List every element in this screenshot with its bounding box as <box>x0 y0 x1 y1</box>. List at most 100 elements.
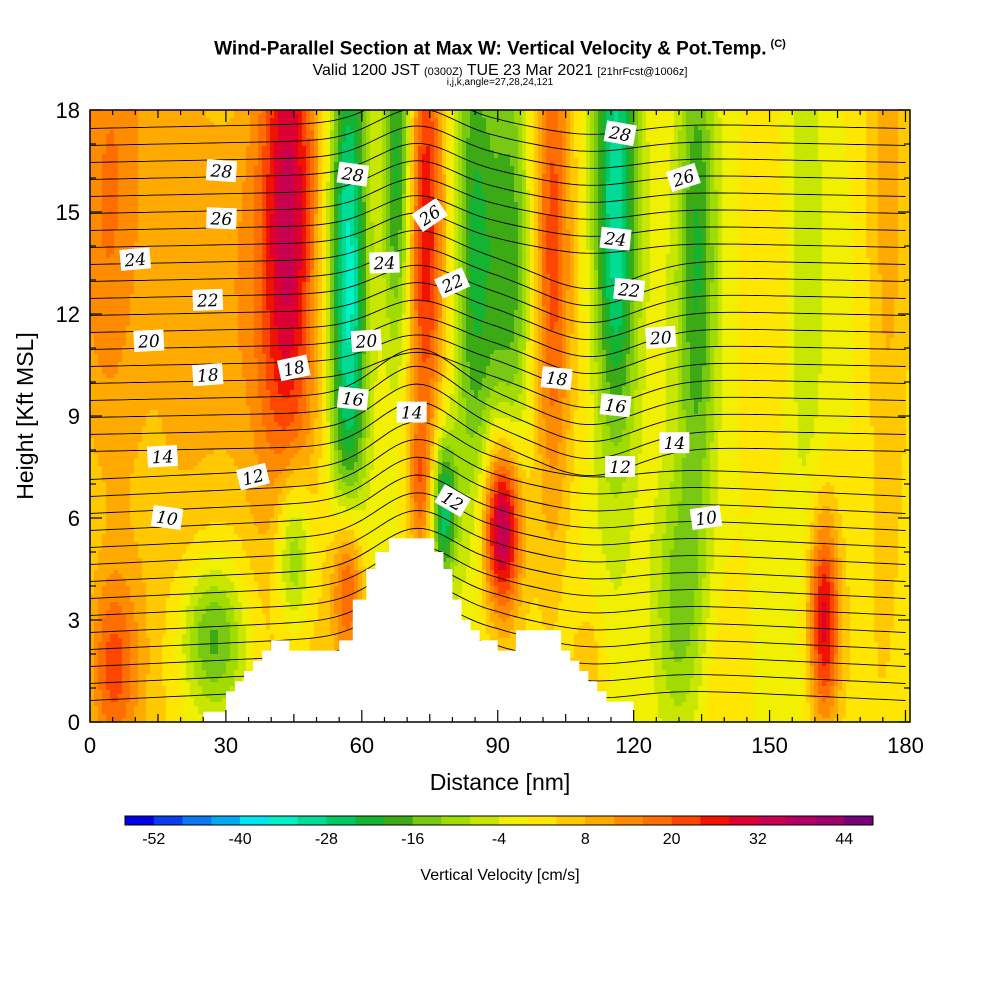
contour-label: 10 <box>689 505 723 531</box>
x-tick-label: 150 <box>751 733 788 758</box>
contour-label: 10 <box>150 505 184 531</box>
subtitle-date: TUE 23 Mar 2021 <box>467 62 593 79</box>
contour-label-text: 16 <box>341 389 365 411</box>
contour-label-box <box>192 288 224 311</box>
contour-label: 24 <box>119 247 152 272</box>
contour-label-text: 14 <box>401 404 423 424</box>
contour-label-box <box>150 505 184 530</box>
y-tick-label: 18 <box>56 98 80 123</box>
subtitle-forecast: [21hrFcst@1006z] <box>597 66 687 78</box>
contour-label-box <box>146 445 179 468</box>
contour-label-box <box>336 161 370 187</box>
velocity-field <box>90 110 910 722</box>
colorbar: -52 -40 -28 -16 -4 8 20 32 44 <box>124 815 874 848</box>
contour-label-text: 22 <box>616 280 641 302</box>
colorbar-swatch <box>527 816 557 825</box>
contour-label-text: 24 <box>372 254 395 275</box>
contour-label: 16 <box>599 393 632 418</box>
x-tick-label: 90 <box>485 733 509 758</box>
x-axis-label: Distance [nm] <box>430 769 571 795</box>
colorbar-swatch <box>211 816 241 825</box>
contour-label-box <box>206 207 237 230</box>
contour-label: 26 <box>206 207 237 230</box>
contour-label: 18 <box>276 354 311 382</box>
colorbar-swatch <box>326 816 356 825</box>
subtitle-zulu: (0300Z) <box>424 66 463 78</box>
contour-label-text: 18 <box>196 365 219 386</box>
colorbar-swatch <box>844 816 874 825</box>
colorbar-tick-label: 20 <box>663 831 681 848</box>
contour-label-box <box>599 393 632 418</box>
contour-label-text: 12 <box>609 458 631 478</box>
contour-label-box <box>235 462 271 491</box>
y-axis-label: Height [Kft MSL] <box>12 332 38 499</box>
colorbar-swatch <box>355 816 385 825</box>
y-tick-label: 3 <box>68 608 80 633</box>
chart-title: Wind-Parallel Section at Max W: Vertical… <box>0 38 1000 60</box>
theta-contour-labels: 2826242220181412102818161420242622121816… <box>119 120 723 531</box>
contour-label-box <box>689 505 723 530</box>
contour-label-box <box>659 432 690 454</box>
contour-label-box <box>276 354 311 382</box>
colorbar-swatch <box>499 816 529 825</box>
x-axis: 0 30 60 90 120 150 180 <box>84 110 924 758</box>
colorbar-swatch <box>556 816 586 825</box>
contour-label-box <box>599 226 632 251</box>
colorbar-tick-label: -28 <box>315 831 338 848</box>
contour-label-text: 20 <box>137 332 161 353</box>
colorbar-tick-label: -52 <box>142 831 165 848</box>
contour-label: 20 <box>133 329 165 353</box>
contour-label-box <box>540 366 573 391</box>
x-tick-label: 60 <box>350 733 374 758</box>
contour-label: 20 <box>350 329 383 353</box>
colorbar-swatch <box>412 816 442 825</box>
x-tick-label: 120 <box>615 733 652 758</box>
contour-label-text: 28 <box>340 164 365 187</box>
x-tick-label: 0 <box>84 733 96 758</box>
contour-label-text: 18 <box>545 369 569 391</box>
x-tick-label: 30 <box>214 733 238 758</box>
x-tick-label: 180 <box>887 733 924 758</box>
contour-label-box <box>603 120 637 147</box>
colorbar-swatch <box>700 816 730 825</box>
contour-label-text: 28 <box>209 161 233 183</box>
chart-subtitle: Valid 1200 JST (0300Z) TUE 23 Mar 2021 [… <box>0 62 1000 80</box>
colorbar-swatch <box>585 816 615 825</box>
contour-label-text: 22 <box>196 291 219 312</box>
colorbar-swatch <box>441 816 471 825</box>
contour-label-box <box>119 247 152 271</box>
colorbar-swatch <box>729 816 759 825</box>
y-tick-label: 6 <box>68 506 80 531</box>
contour-label: 28 <box>336 161 370 187</box>
contour-label-text: 20 <box>648 328 672 350</box>
colorbar-tick-label: 32 <box>749 831 767 848</box>
contour-label-box <box>133 329 165 352</box>
colorbar-swatch <box>815 816 845 825</box>
contour-label-box <box>205 159 238 183</box>
colorbar-tick-label: -16 <box>401 831 424 848</box>
contour-label: 24 <box>369 251 400 274</box>
contour-label-box <box>350 329 383 353</box>
contour-label-text: 16 <box>604 396 628 418</box>
colorbar-swatch <box>297 816 327 825</box>
contour-label-box <box>434 483 471 518</box>
contour-label: 24 <box>599 226 632 251</box>
y-tick-label: 15 <box>56 200 80 225</box>
contour-label-box <box>434 267 471 299</box>
contour-label: 28 <box>205 159 238 183</box>
contour-label: 20 <box>645 325 677 350</box>
contour-label: 18 <box>192 363 224 387</box>
y-tick-label: 0 <box>68 710 80 735</box>
contour-label-box <box>192 363 224 387</box>
colorbar-swatch <box>642 816 672 825</box>
contour-label-text: 20 <box>354 331 378 353</box>
contour-label-text: 10 <box>694 508 718 531</box>
contour-label-text: 10 <box>155 508 179 531</box>
contour-label-text: 26 <box>209 209 233 230</box>
y-axis: 0 3 6 9 12 15 18 <box>56 98 910 735</box>
contour-label: 14 <box>146 445 179 468</box>
contour-label: 28 <box>603 120 637 147</box>
contour-label-text: 14 <box>664 434 686 454</box>
contour-label-text: 28 <box>607 123 633 147</box>
